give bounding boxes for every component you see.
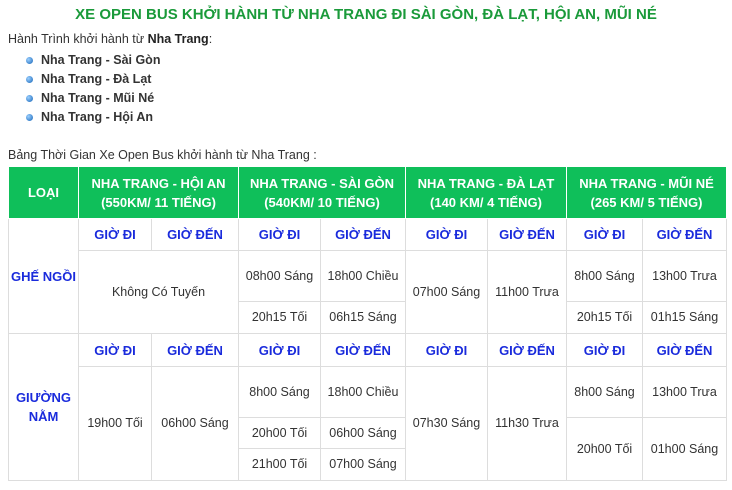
time-cell: 18h00 Chiều bbox=[320, 366, 406, 418]
bullet-icon bbox=[26, 95, 33, 102]
time-cell: 07h00 Sáng bbox=[405, 250, 488, 334]
time-cell: 8h00 Sáng bbox=[566, 250, 643, 302]
time-cell: 20h00 Tối bbox=[566, 417, 643, 481]
table-row: GIƯỜNG NẰM GIỜ ĐI GIỜ ĐẾN GIỜ ĐI GIỜ ĐẾN G… bbox=[8, 333, 727, 481]
list-item[interactable]: Nha Trang - Hội An bbox=[26, 108, 160, 127]
depart-header: GIỜ ĐI bbox=[566, 218, 643, 251]
header-saigon: NHA TRANG - SÀI GÒN (540KM/ 10 TIẾNG) bbox=[238, 166, 406, 219]
depart-header: GIỜ ĐI bbox=[405, 218, 488, 251]
time-cell: 20h00 Tối bbox=[238, 417, 321, 449]
time-cell: 19h00 Tối bbox=[78, 366, 152, 481]
arrive-header: GIỜ ĐẾN bbox=[320, 218, 406, 251]
time-cell: 13h00 Trưa bbox=[642, 250, 727, 302]
time-cell: 06h00 Sáng bbox=[151, 366, 239, 481]
table-row: 20h15 Tối 06h15 Sáng 20h15 Tối 01h15 Sáng bbox=[9, 301, 727, 334]
arrive-header: GIỜ ĐẾN bbox=[320, 333, 406, 367]
time-cell: 20h15 Tối bbox=[566, 301, 643, 334]
intro-text: Hành Trình khởi hành từ Nha Trang: bbox=[8, 32, 212, 46]
time-cell: 8h00 Sáng bbox=[566, 366, 643, 418]
time-cell: 11h00 Trưa bbox=[487, 250, 567, 334]
table-caption: Bảng Thời Gian Xe Open Bus khởi hành từ … bbox=[8, 148, 317, 162]
header-type: LOẠI bbox=[8, 166, 79, 219]
page-title: XE OPEN BUS KHỞI HÀNH TỪ NHA TRANG ĐI SÀ… bbox=[75, 6, 657, 23]
table-row: GHẾ NGỒI GIỜ ĐI GIỜ ĐẾN GIỜ ĐI GIỜ ĐẾN GIỜ… bbox=[8, 218, 727, 334]
time-cell: 08h00 Sáng bbox=[238, 250, 321, 302]
depart-header: GIỜ ĐI bbox=[566, 333, 643, 367]
time-cell: 01h00 Sáng bbox=[642, 417, 727, 481]
time-cell: 18h00 Chiều bbox=[320, 250, 406, 302]
time-cell: 11h30 Trưa bbox=[487, 366, 567, 481]
table-row: Không Có Tuyến 08h00 Sáng 18h00 Chiều 07h… bbox=[9, 250, 727, 334]
route-list: Nha Trang - Sài Gòn Nha Trang - Đà Lạt N… bbox=[26, 51, 160, 127]
list-item[interactable]: Nha Trang - Sài Gòn bbox=[26, 51, 160, 70]
route-label: Nha Trang - Mũi Né bbox=[41, 91, 155, 105]
header-row: LOẠI NHA TRANG - HỘI AN (550KM/ 11 TIẾNG… bbox=[8, 166, 727, 219]
list-item[interactable]: Nha Trang - Mũi Né bbox=[26, 89, 160, 108]
depart-header: GIỜ ĐI bbox=[405, 333, 488, 367]
intro-colon: : bbox=[208, 32, 213, 46]
route-label: Nha Trang - Đà Lạt bbox=[41, 72, 152, 86]
time-cell: 06h00 Sáng bbox=[320, 417, 406, 449]
time-cell: 07h30 Sáng bbox=[405, 366, 488, 481]
header-muine: NHA TRANG - MŨI NÉ (265 KM/ 5 TIẾNG) bbox=[566, 166, 727, 219]
intro-prefix: Hành Trình khởi hành từ bbox=[8, 32, 148, 46]
arrive-header: GIỜ ĐẾN bbox=[151, 333, 239, 367]
intro-place: Nha Trang bbox=[147, 32, 209, 46]
depart-header: GIỜ ĐI bbox=[238, 333, 321, 367]
bullet-icon bbox=[26, 57, 33, 64]
time-cell: 21h00 Tối bbox=[238, 448, 321, 481]
bullet-icon bbox=[26, 76, 33, 83]
arrive-header: GIỜ ĐẾN bbox=[642, 218, 727, 251]
depart-header: GIỜ ĐI bbox=[78, 333, 152, 367]
type-seat: GHẾ NGỒI bbox=[8, 218, 79, 334]
depart-header: GIỜ ĐI bbox=[238, 218, 321, 251]
time-cell: 07h00 Sáng bbox=[320, 448, 406, 481]
table-row: 20h00 Tối 06h00 Sáng 20h00 Tối 01h00 Sáng bbox=[9, 417, 727, 481]
arrive-header: GIỜ ĐẾN bbox=[487, 218, 567, 251]
time-cell: 20h15 Tối bbox=[238, 301, 321, 334]
list-item[interactable]: Nha Trang - Đà Lạt bbox=[26, 70, 160, 89]
table-row: 21h00 Tối 07h00 Sáng bbox=[9, 448, 727, 481]
bullet-icon bbox=[26, 114, 33, 121]
arrive-header: GIỜ ĐẾN bbox=[151, 218, 239, 251]
time-cell: 06h15 Sáng bbox=[320, 301, 406, 334]
route-label: Nha Trang - Sài Gòn bbox=[41, 53, 161, 67]
depart-header: GIỜ ĐI bbox=[78, 218, 152, 251]
hoian-seat-none: Không Có Tuyến bbox=[78, 250, 239, 334]
time-cell: 13h00 Trưa bbox=[642, 366, 727, 418]
route-label: Nha Trang - Hội An bbox=[41, 110, 154, 124]
time-cell: 01h15 Sáng bbox=[642, 301, 727, 334]
arrive-header: GIỜ ĐẾN bbox=[642, 333, 727, 367]
table-row: 19h00 Tối 06h00 Sáng 8h00 Sáng 18h00 Chiều… bbox=[9, 366, 727, 481]
header-hoian: NHA TRANG - HỘI AN (550KM/ 11 TIẾNG) bbox=[78, 166, 239, 219]
type-bed: GIƯỜNG NẰM bbox=[8, 333, 79, 481]
schedule-table: LOẠI NHA TRANG - HỘI AN (550KM/ 11 TIẾNG… bbox=[8, 166, 727, 481]
header-dalat: NHA TRANG - ĐÀ LẠT (140 KM/ 4 TIẾNG) bbox=[405, 166, 567, 219]
time-cell: 8h00 Sáng bbox=[238, 366, 321, 418]
arrive-header: GIỜ ĐẾN bbox=[487, 333, 567, 367]
